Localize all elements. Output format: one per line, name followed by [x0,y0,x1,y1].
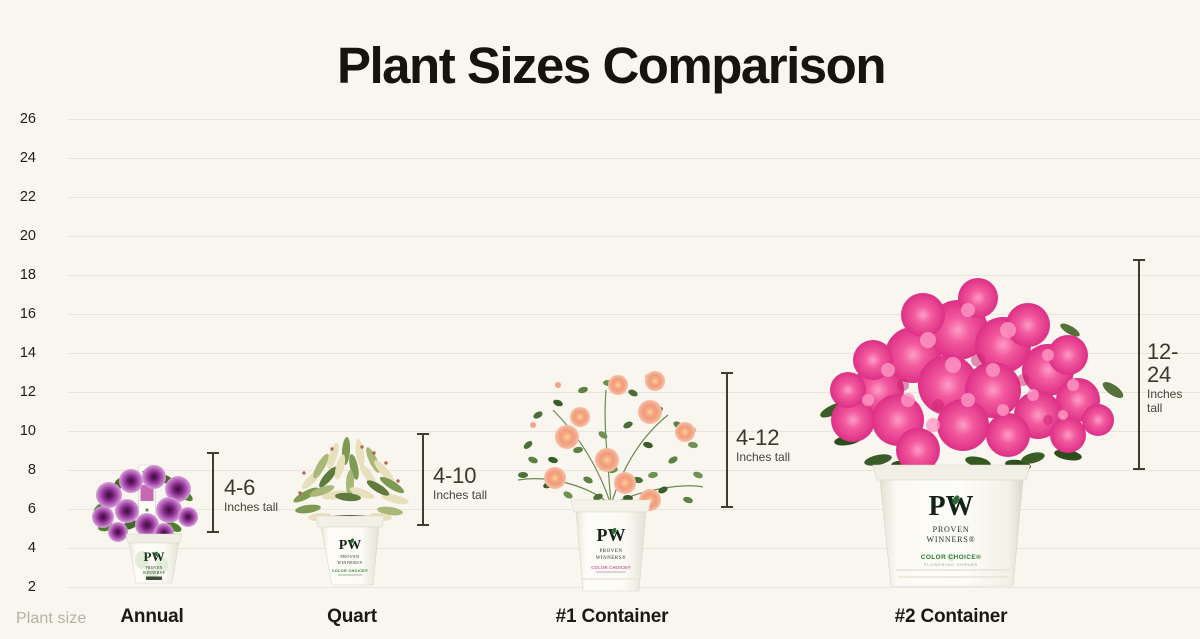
container1-stems [517,389,704,506]
svg-text:COLOR CHOICE®: COLOR CHOICE® [332,569,368,573]
svg-text:COLOR CHOICE®: COLOR CHOICE® [591,565,631,570]
gridline [68,353,1200,354]
height-annotation-quart: 4-10 Inches tall [433,464,487,502]
y-tick-label: 20 [19,228,36,244]
height-range: 4-10 [433,463,477,488]
category-label-annual: Annual [120,606,184,627]
measure-bracket-container2 [1133,259,1145,470]
svg-text:COLOR CHOICE®: COLOR CHOICE® [921,553,982,561]
y-tick-label: 8 [27,462,36,478]
gridline [68,236,1200,237]
y-tick-label: 4 [27,540,36,556]
height-unit: Inches tall [433,488,488,503]
svg-text:WINNERS®: WINNERS® [927,535,976,544]
container1-foliage [518,374,703,504]
container2-flower-highlights [862,303,1079,432]
svg-text:PW: PW [597,525,626,545]
x-axis-caption: Plant size [16,610,87,627]
height-unit: Inches tall [736,450,791,465]
svg-text:PROVEN: PROVEN [340,554,359,559]
svg-text:PW: PW [339,538,362,553]
measure-bracket-quart [417,433,429,526]
quart-foliage [293,437,409,522]
svg-text:PROVEN: PROVEN [146,566,163,570]
quart-plant-photo: PW PROVEN WINNERS® COLOR CHOICE® [293,437,409,586]
height-range: 4-6 [224,475,256,500]
y-tick-label: 16 [19,306,36,322]
svg-text:FLOWERING SHRUBS: FLOWERING SHRUBS [924,563,978,567]
container1-pot: PW PROVEN WINNERS® COLOR CHOICE® [570,499,652,592]
svg-text:WINNERS®: WINNERS® [596,555,627,561]
gridline [68,431,1200,432]
container1-plant-photo: PW PROVEN WINNERS® COLOR CHOICE® [517,371,704,592]
category-label-quart: Quart [327,606,377,627]
annual-pot: PW PROVEN WINNERS® [125,533,183,584]
y-tick-label: 2 [27,579,36,595]
svg-text:WINNERS®: WINNERS® [337,560,362,565]
y-tick-label: 22 [19,189,36,205]
height-unit: Inches tall [224,500,279,515]
container1-roses [544,371,695,511]
svg-text:WINNERS®: WINNERS® [143,570,166,575]
gridline [68,314,1200,315]
y-tick-label: 14 [19,345,36,361]
height-annotation-container1: 4-12 Inches tall [736,426,790,464]
height-range: 4-12 [736,425,780,450]
quart-pot: PW PROVEN WINNERS® COLOR CHOICE® [315,515,385,586]
svg-text:PW: PW [928,491,973,522]
category-label-container2: #2 Container [894,606,1008,627]
gridline [68,275,1200,276]
container2-pot: PW PROVEN WINNERS® COLOR CHOICE® FLOWERI… [872,464,1031,587]
measure-bracket-annual [207,452,219,533]
y-tick-label: 24 [19,150,36,166]
gridline [68,158,1200,159]
svg-text:PROVEN: PROVEN [599,549,622,554]
gridline [68,197,1200,198]
height-annotation-container2: 12-24 Inches tall [1147,340,1200,415]
height-range: 12-24 [1147,339,1179,388]
gridline [68,119,1200,120]
container2-flower-shadows [897,353,1053,425]
container2-plant-photo: PW PROVEN WINNERS® COLOR CHOICE® FLOWERI… [820,278,1124,587]
annual-flowers [92,465,198,543]
container2-flowers [830,278,1114,472]
y-tick-label: 12 [19,384,36,400]
svg-text:PROVEN: PROVEN [933,525,970,534]
y-tick-label: 26 [19,111,36,127]
svg-text:PW: PW [144,549,165,564]
measure-bracket-container1 [721,372,733,508]
y-tick-label: 10 [19,423,36,439]
category-label-container1: #1 Container [555,606,669,627]
height-unit: Inches tall [1147,387,1183,416]
y-tick-label: 6 [27,501,36,517]
gridline [68,470,1200,471]
height-annotation-annual: 4-6 Inches tall [224,476,278,514]
page-title: Plant Sizes Comparison [337,37,886,95]
annual-plant-photo: PW PW PROVEN WINNERS® [92,464,198,584]
y-tick-label: 18 [19,267,36,283]
